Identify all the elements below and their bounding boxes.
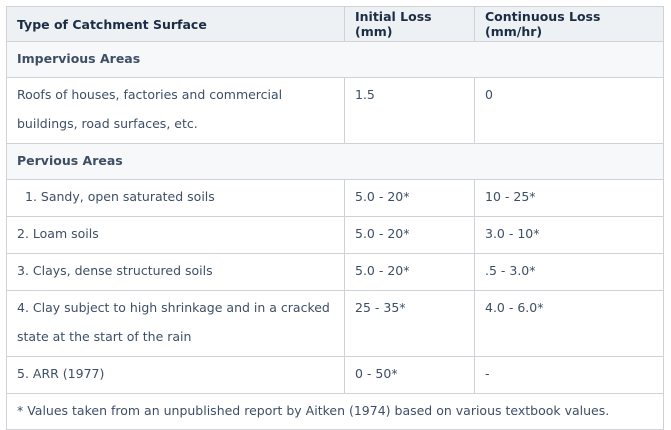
table-row: 1. Sandy, open saturated soils 5.0 - 20*… [6,179,664,217]
table-row: 3. Clays, dense structured soils 5.0 - 2… [6,253,664,291]
table-header-row: Type of Catchment Surface Initial Loss (… [6,6,664,42]
surface-cell: 2. Loam soils [6,216,345,254]
surface-cell: 5. ARR (1977) [6,356,345,394]
catchment-loss-table: Type of Catchment Surface Initial Loss (… [6,6,664,430]
initial-loss-cell: 25 - 35* [344,290,475,357]
initial-loss-cell: 0 - 50* [344,356,475,394]
continuous-loss-cell: 0 [474,77,664,144]
section-title: Pervious Areas [6,143,664,180]
section-row-pervious: Pervious Areas [6,143,664,180]
initial-loss-cell: 1.5 [344,77,475,144]
continuous-loss-cell: .5 - 3.0* [474,253,664,291]
header-initial-loss: Initial Loss (mm) [344,6,475,42]
table-row: Roofs of houses, factories and commercia… [6,77,664,144]
continuous-loss-cell: 3.0 - 10* [474,216,664,254]
continuous-loss-cell: - [474,356,664,394]
surface-cell: 4. Clay subject to high shrinkage and in… [6,290,345,357]
footnote: * Values taken from an unpublished repor… [6,393,664,430]
continuous-loss-cell: 10 - 25* [474,179,664,217]
surface-cell: Roofs of houses, factories and commercia… [6,77,345,144]
header-surface-type: Type of Catchment Surface [6,6,345,42]
table-row: 4. Clay subject to high shrinkage and in… [6,290,664,357]
page: Type of Catchment Surface Initial Loss (… [6,6,664,430]
table-row: 2. Loam soils 5.0 - 20* 3.0 - 10* [6,216,664,254]
surface-cell: 3. Clays, dense structured soils [6,253,345,291]
section-title: Impervious Areas [6,41,664,78]
table-row: 5. ARR (1977) 0 - 50* - [6,356,664,394]
continuous-loss-cell: 4.0 - 6.0* [474,290,664,357]
footnote-row: * Values taken from an unpublished repor… [6,393,664,430]
header-continuous-loss: Continuous Loss (mm/hr) [474,6,664,42]
initial-loss-cell: 5.0 - 20* [344,179,475,217]
initial-loss-cell: 5.0 - 20* [344,216,475,254]
initial-loss-cell: 5.0 - 20* [344,253,475,291]
surface-cell: 1. Sandy, open saturated soils [6,179,345,217]
section-row-impervious: Impervious Areas [6,41,664,78]
